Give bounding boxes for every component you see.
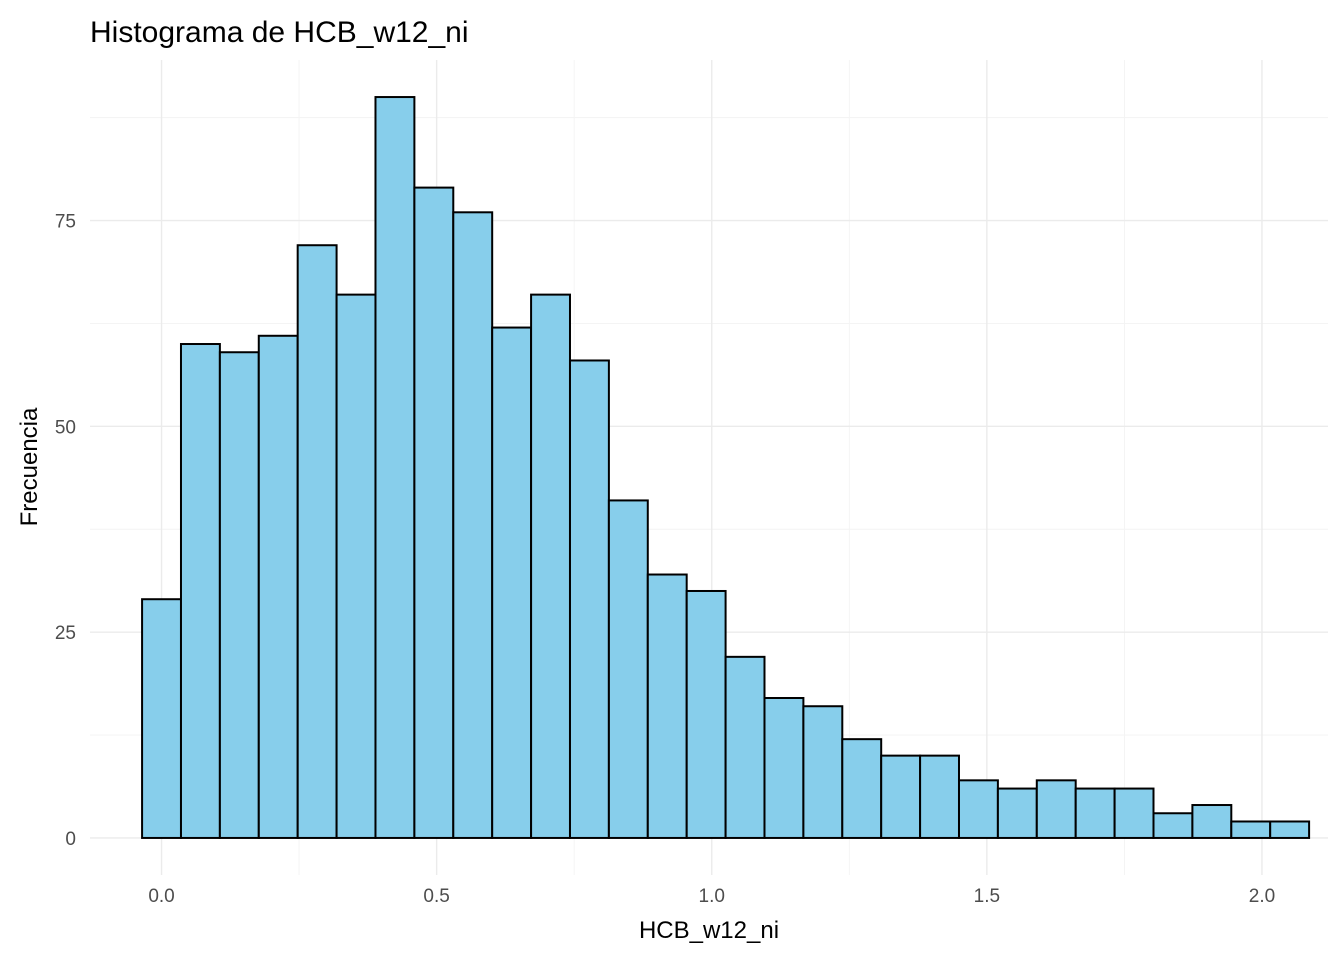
x-axis-tick-labels: 0.0 0.5 1.0 1.5 2.0 — [148, 886, 1275, 907]
histogram-bar — [802, 705, 844, 839]
x-axis-title: HCB_w12_ni — [639, 917, 779, 944]
histogram-bar — [1035, 779, 1077, 839]
histogram-bar — [141, 598, 182, 839]
histogram-bar — [646, 573, 688, 839]
histogram-bar — [530, 293, 571, 839]
histogram-bar — [296, 244, 338, 839]
histogram-bar — [880, 754, 922, 839]
histogram-bar — [724, 655, 766, 839]
histogram-bar — [1230, 820, 1272, 839]
histogram-bar — [841, 738, 883, 839]
histogram-bar — [374, 96, 416, 839]
histogram-bar — [1191, 804, 1233, 839]
histogram-bar — [491, 326, 533, 839]
histogram-bar — [996, 787, 1038, 839]
chart-title: Histograma de HCB_w12_ni — [90, 16, 469, 49]
y-tick-label: 25 — [55, 623, 76, 644]
x-tick-label: 0.5 — [423, 886, 449, 907]
histogram-bar — [1074, 787, 1116, 839]
x-tick-label: 0.0 — [148, 886, 174, 907]
histogram-bar — [1152, 812, 1194, 839]
histogram-bar — [413, 186, 455, 839]
histogram-bar — [335, 293, 377, 839]
x-tick-label: 1.0 — [699, 886, 725, 907]
histogram-bar — [179, 343, 221, 839]
histogram-bar — [685, 589, 727, 839]
histogram-bar — [568, 359, 610, 839]
histogram-bar — [957, 779, 999, 839]
histogram-bar — [763, 697, 805, 839]
histogram-bar — [257, 334, 299, 839]
y-tick-label: 75 — [55, 212, 76, 233]
x-tick-label: 2.0 — [1249, 886, 1275, 907]
histogram-bar — [218, 351, 260, 839]
y-axis-title: Frecuencia — [16, 407, 43, 526]
histogram-bar — [1113, 787, 1155, 839]
y-tick-label: 50 — [55, 417, 76, 438]
x-tick-label: 1.5 — [974, 886, 1000, 907]
histogram-bar — [919, 754, 960, 839]
bars — [141, 96, 1311, 839]
histogram-bar — [452, 211, 494, 839]
y-tick-label: 0 — [65, 829, 76, 850]
y-axis-tick-labels: 0 25 50 75 — [55, 212, 76, 850]
histogram-bar — [1269, 820, 1311, 839]
histogram-bar — [607, 499, 649, 839]
